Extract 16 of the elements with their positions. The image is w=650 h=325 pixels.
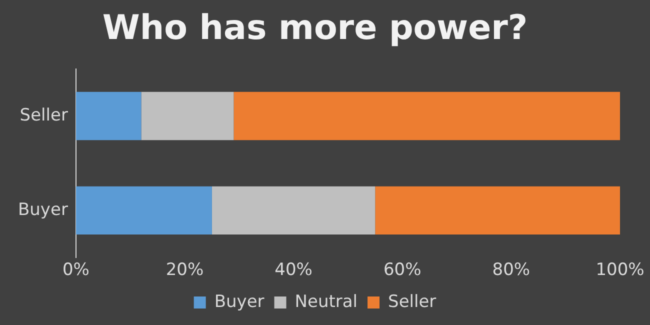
bar: [234, 92, 620, 140]
chart-title: Who has more power?: [102, 8, 528, 48]
x-tick-label: 100%: [596, 260, 644, 280]
bar: [212, 186, 376, 234]
legend-label: Buyer: [214, 292, 264, 312]
x-tick-label: 20%: [166, 260, 204, 280]
legend-label: Neutral: [294, 292, 358, 312]
bar: [141, 92, 234, 140]
bar: [76, 186, 212, 234]
bar: [375, 186, 620, 234]
legend-label: Seller: [388, 292, 436, 312]
x-tick-label: 80%: [492, 260, 530, 280]
bar: [76, 92, 142, 140]
x-tick-label: 0%: [62, 260, 90, 280]
x-tick-label: 60%: [383, 260, 422, 280]
x-tick-label: 40%: [274, 260, 312, 280]
